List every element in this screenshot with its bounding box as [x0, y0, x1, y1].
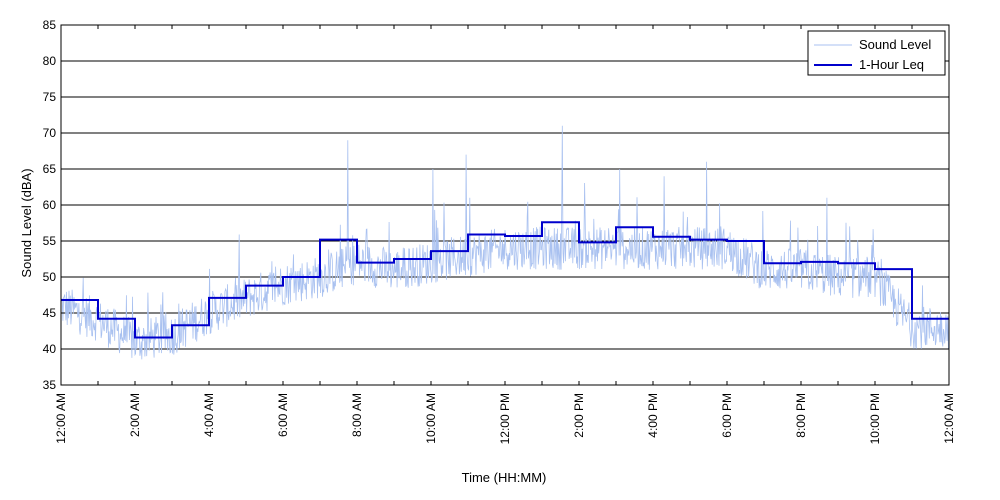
y-tick-labels: 35 40 45 50 55 60 65 70 75 80 85	[43, 18, 57, 392]
plot-series	[60, 125, 950, 360]
x-tick-label: 6:00 PM	[720, 393, 734, 438]
legend-box	[807, 30, 946, 76]
x-tick-label: 12:00 AM	[54, 393, 68, 444]
x-tick-labels: 12:00 AM 2:00 AM 4:00 AM 6:00 AM 8:00 AM 10:0…	[54, 393, 956, 444]
y-tick-label: 70	[43, 126, 57, 140]
y-tick-label: 35	[43, 378, 57, 392]
y-tick-label: 40	[43, 342, 57, 356]
x-tick-label: 6:00 AM	[276, 393, 290, 437]
x-tick-label: 8:00 PM	[794, 393, 808, 438]
y-axis-label: Sound Level (dBA)	[19, 168, 34, 277]
x-tick-label: 10:00 PM	[868, 393, 882, 444]
y-tick-label: 45	[43, 306, 57, 320]
y-tick-label: 75	[43, 90, 57, 104]
grid-lines	[61, 60, 949, 350]
y-tick-label: 50	[43, 270, 57, 284]
legend-label-sound-level: Sound Level	[859, 37, 931, 52]
y-tick-label: 65	[43, 162, 57, 176]
x-tick-label: 4:00 AM	[202, 393, 216, 437]
legend-label-1-hour-leq: 1-Hour Leq	[859, 57, 924, 72]
x-tick-label: 10:00 AM	[424, 393, 438, 444]
x-tick-label: 12:00 PM	[498, 393, 512, 444]
x-tick-label: 4:00 PM	[646, 393, 660, 438]
y-tick-label: 85	[43, 18, 57, 32]
axis-ticks	[60, 24, 950, 386]
x-tick-label: 2:00 PM	[572, 393, 586, 438]
x-tick-label: 2:00 AM	[128, 393, 142, 437]
x-tick-label: 12:00 AM	[942, 393, 956, 444]
legend: Sound Level 1-Hour Leq	[807, 30, 946, 76]
x-tick-label: 8:00 AM	[350, 393, 364, 437]
x-axis-label: Time (HH:MM)	[462, 470, 547, 485]
y-tick-label: 80	[43, 54, 57, 68]
y-tick-label: 60	[43, 198, 57, 212]
y-tick-label: 55	[43, 234, 57, 248]
series-1-hour-leq	[61, 221, 949, 339]
